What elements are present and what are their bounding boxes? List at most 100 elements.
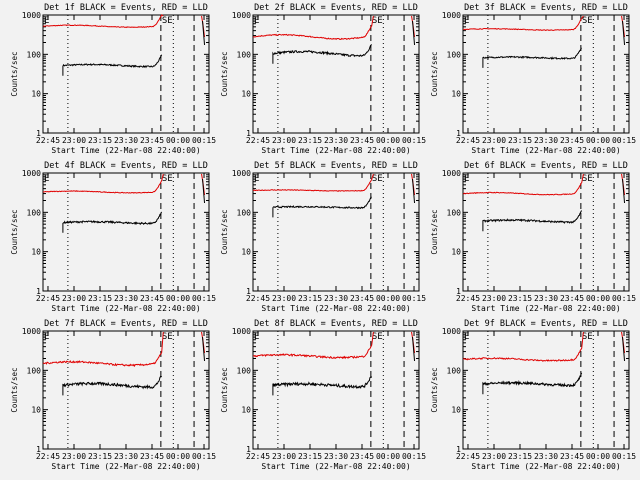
panel-title: Det 5f BLACK = Events, RED = LLD [254, 161, 418, 171]
y-axis-label: Counts/sec [10, 51, 19, 96]
x-tick-label: 22:45 [36, 452, 60, 461]
y-tick-label: 10 [31, 248, 41, 257]
y-tick-label: 1000 [442, 11, 461, 20]
x-tick-label: 00:15 [192, 294, 216, 303]
x-tick-label: 23:15 [508, 452, 532, 461]
x-axis-label: Start Time (22-Mar-08 22:40:00) [261, 304, 410, 313]
events-series-line [272, 376, 373, 396]
lld-series-line [463, 15, 584, 31]
x-tick-label: 23:00 [62, 452, 86, 461]
events-late-spike [622, 336, 626, 362]
y-tick-label: 100 [27, 50, 42, 59]
x-tick-label: 23:15 [88, 294, 112, 303]
x-tick-label: 00:00 [166, 136, 190, 145]
y-tick-label: 100 [237, 50, 252, 59]
y-tick-label: 100 [447, 208, 462, 217]
y-tick-label: 1 [456, 445, 461, 454]
y-tick-label: 1000 [232, 169, 251, 178]
lld-series-line [42, 331, 164, 368]
y-tick-label: 10 [241, 406, 251, 415]
x-tick-label: 23:45 [140, 294, 164, 303]
y-tick-label: 1 [36, 129, 41, 138]
y-axis-label: Counts/sec [430, 367, 439, 412]
y-tick-label: 10 [451, 90, 461, 99]
y-axis-label: Counts/sec [10, 367, 19, 412]
x-tick-label: 23:00 [62, 136, 86, 145]
y-tick-label: 10 [31, 406, 41, 415]
events-late-spike [412, 336, 416, 362]
x-tick-label: 00:15 [612, 294, 636, 303]
lld-series-line [252, 173, 374, 192]
events-late-spike [622, 20, 626, 46]
marker-e: E [464, 16, 469, 26]
marker-se: SE [372, 16, 383, 26]
x-tick-label: 23:30 [534, 452, 558, 461]
marker-se: SE [372, 332, 383, 342]
detector-panel: Det 9f BLACK = Events, RED = LLD 1 10 100 10… [430, 319, 636, 471]
y-tick-label: 1 [456, 287, 461, 296]
y-tick-label: 100 [447, 366, 462, 375]
events-series-line [482, 47, 582, 68]
marker-se: SE [582, 332, 593, 342]
panel-title: Det 1f BLACK = Events, RED = LLD [44, 3, 208, 13]
x-tick-label: 23:00 [482, 452, 506, 461]
y-tick-label: 1000 [22, 11, 41, 20]
y-axis-label: Counts/sec [430, 209, 439, 254]
x-axis-label: Start Time (22-Mar-08 22:40:00) [51, 304, 200, 313]
marker-se: SE [162, 16, 173, 26]
detector-panel: Det 1f BLACK = Events, RED = LLD 1 10 100 10… [10, 3, 216, 155]
x-tick-label: 23:45 [350, 136, 374, 145]
x-tick-label: 23:00 [272, 136, 296, 145]
x-tick-label: 00:15 [402, 294, 426, 303]
x-tick-label: 23:45 [140, 136, 164, 145]
x-axis-label: Start Time (22-Mar-08 22:40:00) [51, 462, 200, 471]
x-tick-label: 23:15 [508, 294, 532, 303]
x-tick-label: 23:15 [298, 452, 322, 461]
x-tick-label: 23:30 [324, 136, 348, 145]
x-tick-label: 22:45 [36, 294, 60, 303]
x-axis-label: Start Time (22-Mar-08 22:40:00) [261, 146, 410, 155]
marker-e: E [254, 174, 259, 184]
x-tick-label: 00:15 [612, 452, 636, 461]
events-series-line [272, 196, 372, 218]
y-tick-label: 1000 [232, 327, 251, 336]
x-tick-label: 00:00 [586, 452, 610, 461]
x-tick-label: 00:00 [376, 452, 400, 461]
x-tick-label: 23:00 [272, 452, 296, 461]
x-axis-label: Start Time (22-Mar-08 22:40:00) [471, 304, 620, 313]
x-tick-label: 23:15 [88, 452, 112, 461]
y-tick-label: 1000 [442, 327, 461, 336]
lld-series-line [462, 331, 584, 362]
y-tick-label: 100 [237, 366, 252, 375]
x-tick-label: 23:00 [62, 294, 86, 303]
events-late-spike [412, 178, 416, 204]
panel-title: Det 2f BLACK = Events, RED = LLD [254, 3, 418, 13]
x-tick-label: 22:45 [246, 294, 270, 303]
marker-e: E [464, 174, 469, 184]
y-tick-label: 1 [36, 445, 41, 454]
x-tick-label: 23:30 [114, 452, 138, 461]
x-tick-label: 23:45 [560, 294, 584, 303]
marker-se: SE [582, 174, 593, 184]
events-series-line [62, 211, 163, 233]
x-tick-label: 23:30 [114, 294, 138, 303]
detector-panel: Det 7f BLACK = Events, RED = LLD 1 10 100 10… [10, 319, 216, 471]
events-series-line [62, 375, 163, 396]
panel-title: Det 3f BLACK = Events, RED = LLD [464, 3, 628, 13]
y-tick-label: 100 [27, 208, 42, 217]
x-tick-label: 22:45 [246, 136, 270, 145]
events-series-line [482, 210, 583, 232]
x-tick-label: 23:15 [298, 136, 322, 145]
panel-title: Det 9f BLACK = Events, RED = LLD [464, 319, 628, 329]
detector-panel: Det 5f BLACK = Events, RED = LLD 1 10 100 10… [220, 161, 426, 313]
y-tick-label: 10 [31, 90, 41, 99]
x-tick-label: 00:15 [192, 136, 216, 145]
y-tick-label: 10 [241, 248, 251, 257]
x-tick-label: 00:15 [402, 136, 426, 145]
panel-title: Det 8f BLACK = Events, RED = LLD [254, 319, 418, 329]
detector-panel: Det 2f BLACK = Events, RED = LLD 1 10 100 10… [220, 3, 426, 155]
x-axis-label: Start Time (22-Mar-08 22:40:00) [51, 146, 200, 155]
events-late-spike [622, 178, 626, 204]
y-tick-label: 1000 [22, 169, 41, 178]
